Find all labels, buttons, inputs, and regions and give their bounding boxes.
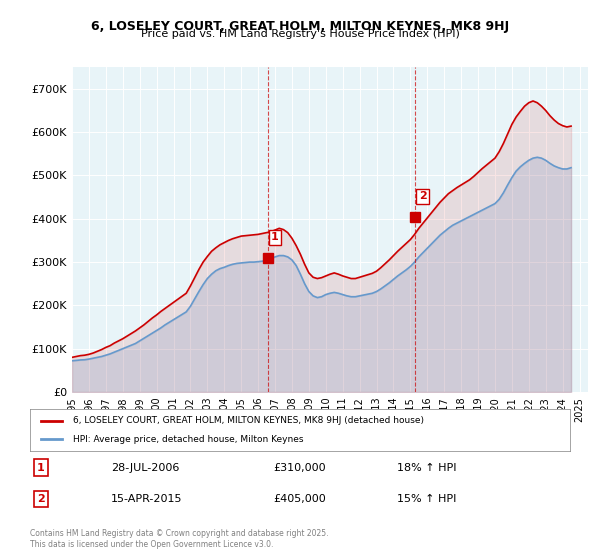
Text: Price paid vs. HM Land Registry's House Price Index (HPI): Price paid vs. HM Land Registry's House …: [140, 29, 460, 39]
Text: HPI: Average price, detached house, Milton Keynes: HPI: Average price, detached house, Milt…: [73, 435, 304, 444]
Text: 15% ↑ HPI: 15% ↑ HPI: [397, 494, 457, 504]
Text: £310,000: £310,000: [273, 463, 326, 473]
Text: 6, LOSELEY COURT, GREAT HOLM, MILTON KEYNES, MK8 9HJ (detached house): 6, LOSELEY COURT, GREAT HOLM, MILTON KEY…: [73, 416, 424, 425]
Text: Contains HM Land Registry data © Crown copyright and database right 2025.
This d: Contains HM Land Registry data © Crown c…: [30, 529, 329, 549]
Text: 28-JUL-2006: 28-JUL-2006: [111, 463, 179, 473]
Text: 6, LOSELEY COURT, GREAT HOLM, MILTON KEYNES, MK8 9HJ: 6, LOSELEY COURT, GREAT HOLM, MILTON KEY…: [91, 20, 509, 32]
Text: 15-APR-2015: 15-APR-2015: [111, 494, 182, 504]
Text: 1: 1: [37, 463, 44, 473]
Text: 1: 1: [271, 232, 279, 242]
Text: 2: 2: [419, 192, 427, 201]
Text: 2: 2: [37, 494, 44, 504]
Text: 18% ↑ HPI: 18% ↑ HPI: [397, 463, 457, 473]
Text: £405,000: £405,000: [273, 494, 326, 504]
